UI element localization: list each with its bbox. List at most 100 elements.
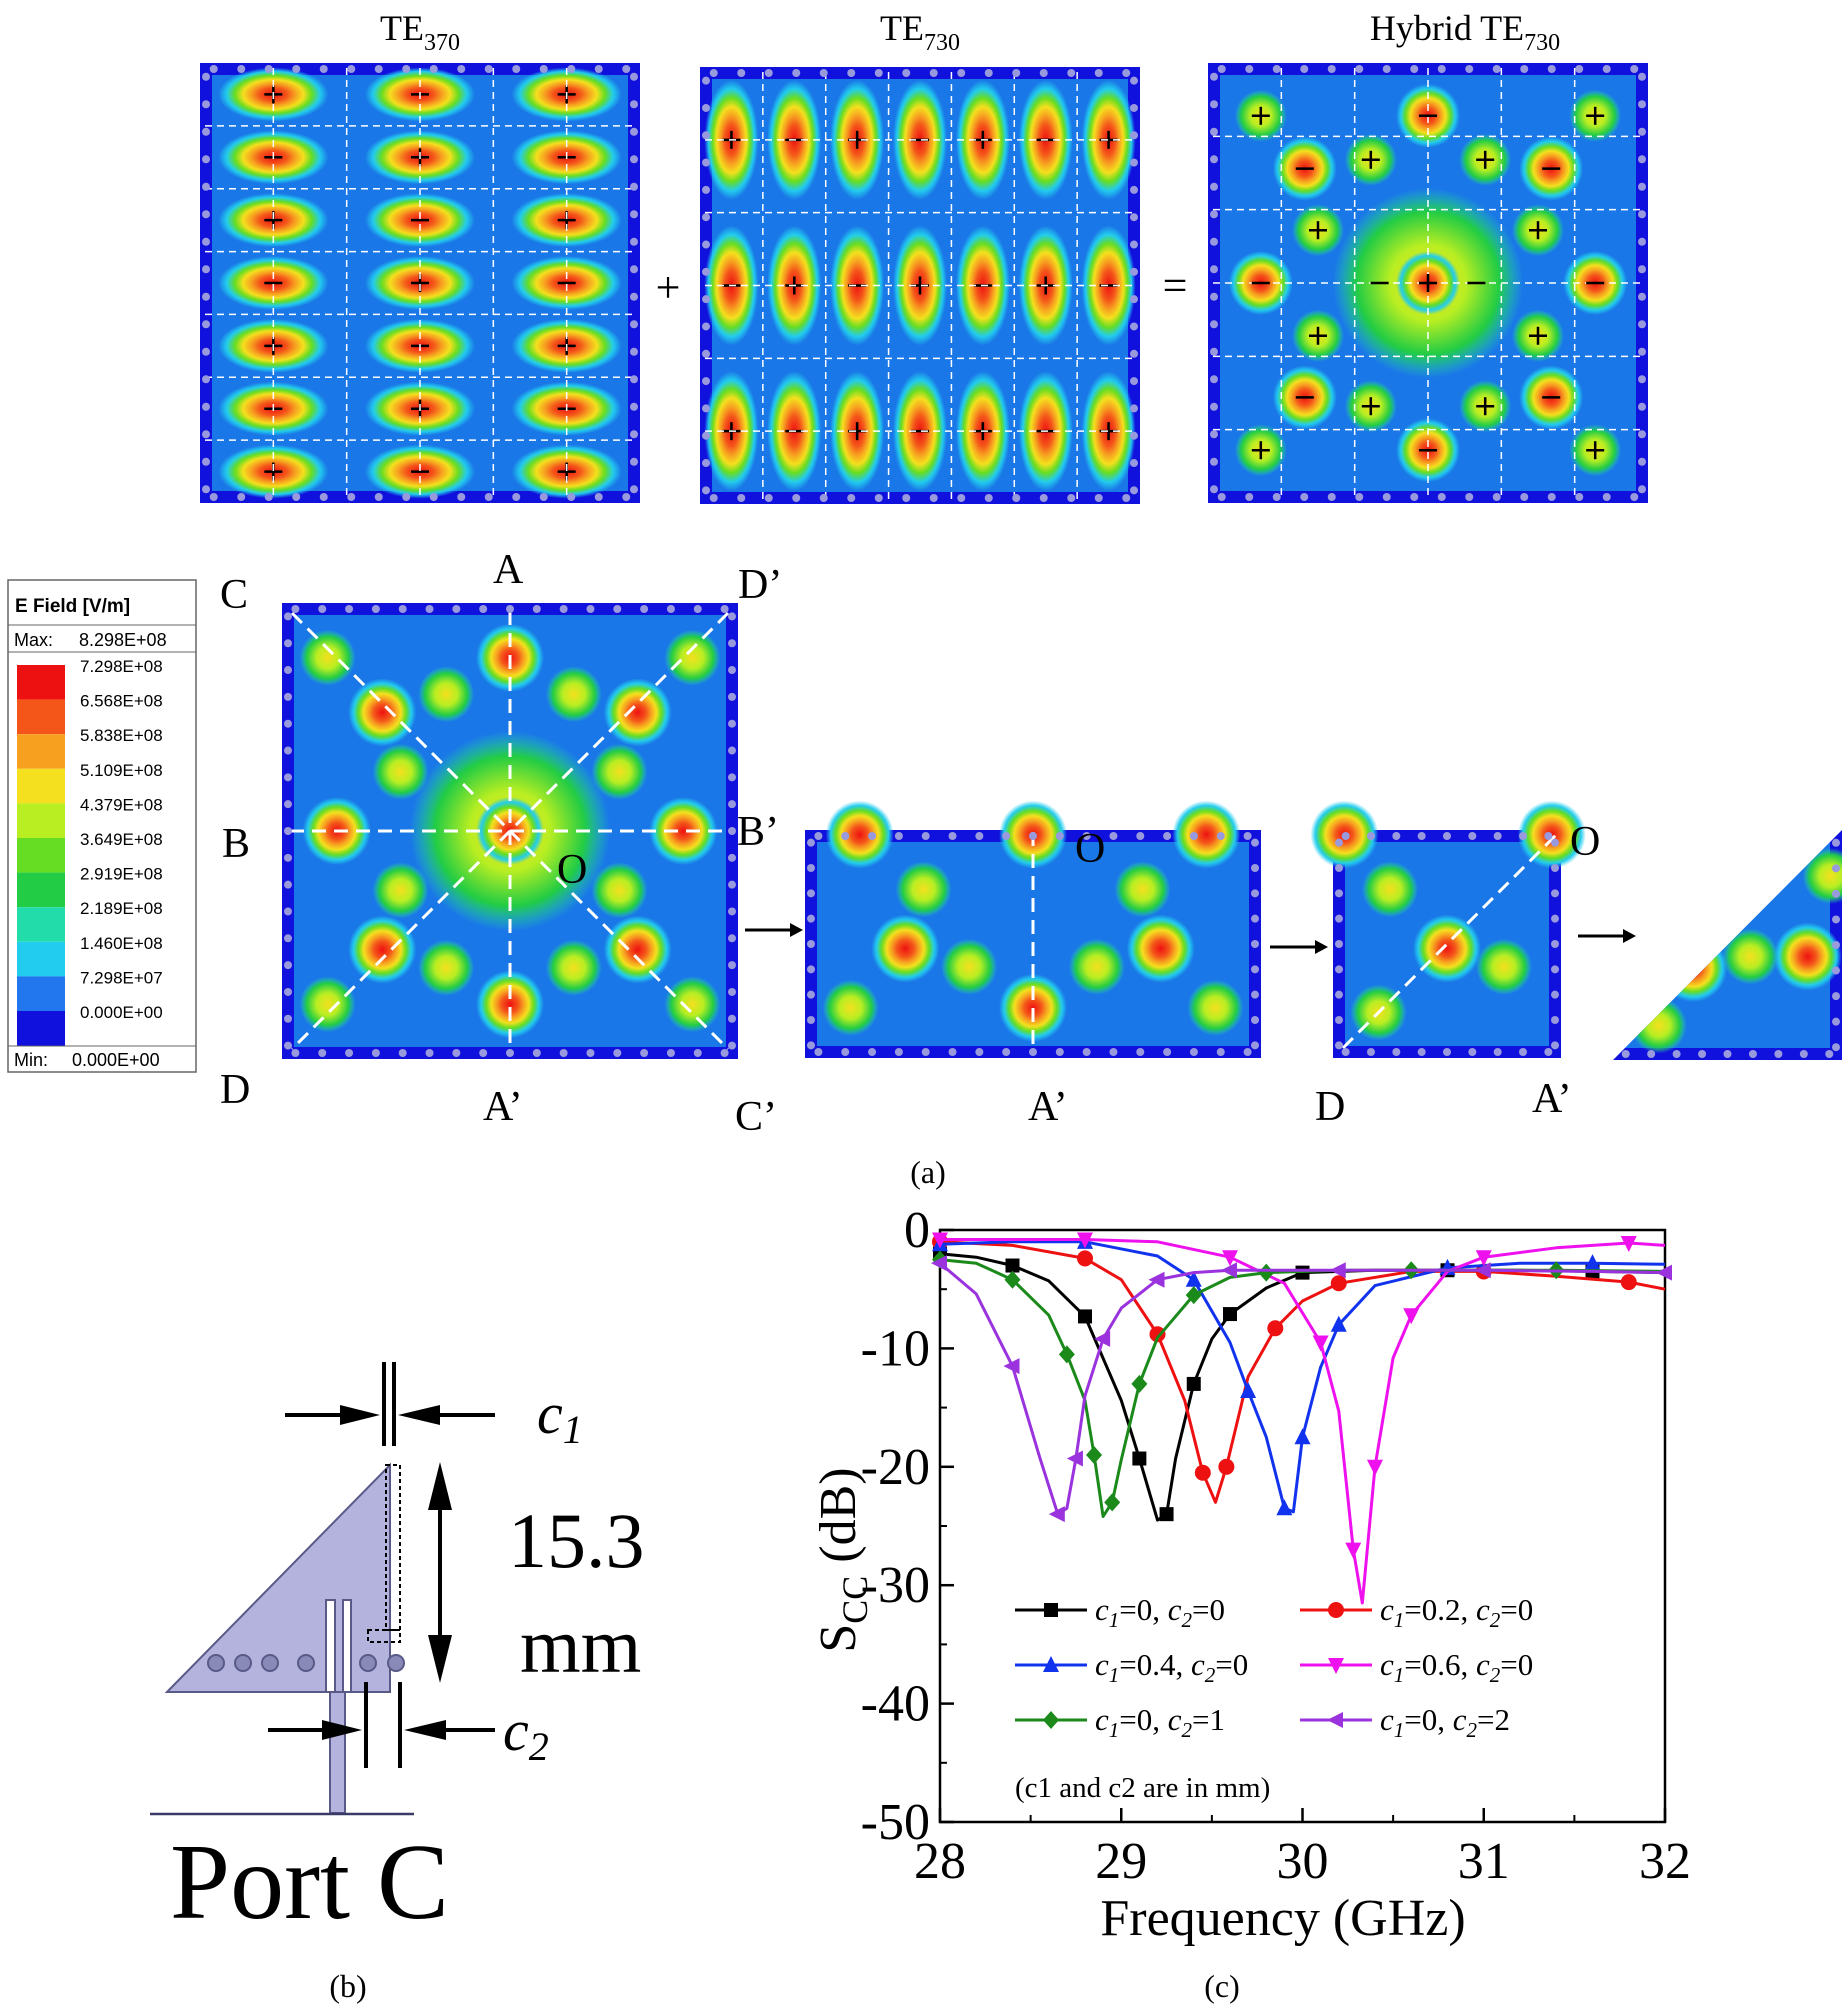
legend-value: 4.379E+08 — [80, 795, 163, 814]
field-hotspot — [1722, 928, 1779, 985]
y-tick-label: -40 — [861, 1676, 930, 1733]
data-point — [1058, 1345, 1075, 1364]
label-O-full: O — [557, 847, 587, 893]
data-point — [1218, 1458, 1235, 1475]
data-point — [1584, 1254, 1601, 1271]
field-hotspot — [1172, 800, 1241, 869]
data-point — [1328, 1602, 1344, 1618]
data-point — [1194, 1464, 1211, 1481]
label-B: B — [222, 821, 250, 867]
plot-frame — [938, 1228, 1667, 1824]
data-point — [1258, 1263, 1275, 1282]
data-point — [1094, 1330, 1111, 1347]
field-hotspot — [1068, 938, 1125, 995]
legend-label: c1=0, c2=2 — [1380, 1702, 1510, 1742]
field-map-half — [805, 800, 1261, 1058]
field-map-full-symmetry — [282, 603, 738, 1059]
data-point — [1186, 1376, 1201, 1391]
field-hotspot — [1362, 861, 1418, 918]
y-tick-label: -50 — [861, 1794, 930, 1851]
field-hotspot — [591, 743, 648, 800]
data-point — [1048, 1506, 1065, 1523]
legend-min-value: 0.000E+00 — [72, 1050, 160, 1070]
legend-max-value: 8.298E+08 — [79, 630, 167, 650]
data-point — [1276, 1499, 1293, 1516]
data-point — [1078, 1309, 1092, 1324]
legend-min-label: Min: — [14, 1050, 48, 1070]
label-C: C — [220, 572, 248, 618]
data-point — [1066, 1450, 1083, 1467]
field-hotspot — [372, 862, 429, 919]
y-tick-label: 0 — [904, 1202, 930, 1259]
legend-swatch — [17, 907, 65, 942]
field-hotspot — [664, 629, 721, 686]
data-point — [1330, 1315, 1347, 1332]
data-point — [1327, 1712, 1343, 1728]
data-point — [1005, 1258, 1020, 1273]
legend-value: 5.838E+08 — [80, 726, 163, 745]
legend-swatch — [17, 941, 65, 977]
legend-value: 7.298E+07 — [80, 968, 163, 987]
series-line — [939, 1262, 1666, 1516]
data-point — [1620, 1274, 1637, 1291]
title-te370: TE370 — [380, 8, 460, 56]
field-hotspot — [603, 915, 672, 984]
data-point — [1104, 1493, 1121, 1512]
data-point — [931, 1255, 947, 1272]
label-O-half: O — [1075, 826, 1105, 872]
field-hotspot — [372, 743, 429, 800]
data-point — [1148, 1271, 1165, 1288]
equals-operator: = — [1163, 261, 1188, 310]
label-D-prime: D’ — [738, 562, 782, 608]
legend-max-label: Max: — [14, 630, 53, 650]
data-point — [1077, 1250, 1093, 1267]
data-point — [1329, 1262, 1346, 1279]
data-point — [1043, 1711, 1059, 1729]
field-hotspot — [1476, 938, 1532, 995]
field-hotspot — [822, 979, 879, 1036]
s-cc-chart: 28 29 30 31 32 0 -10 -20 -30 -40 -50 c1=0, c2=0 c1=… — [810, 1202, 1691, 1947]
field-hotspot — [418, 939, 475, 996]
series-5 — [931, 1255, 1672, 1523]
legend-value: 6.568E+08 — [80, 692, 163, 711]
y-tick-label: -10 — [861, 1320, 930, 1377]
c2-label: c2 — [503, 1698, 549, 1769]
data-point — [1043, 1656, 1059, 1672]
legend-label: c1=0.6, c2=0 — [1380, 1647, 1533, 1687]
data-point — [1294, 1428, 1311, 1445]
field-hotspot — [871, 914, 940, 983]
legend-label: c1=0, c2=0 — [1095, 1592, 1225, 1632]
field-hotspot — [999, 973, 1067, 1042]
field-map-te730 — [700, 67, 1140, 504]
data-point — [1003, 1358, 1020, 1375]
panel-label-a: (a) — [910, 1154, 946, 1190]
field-hotspot — [545, 939, 602, 996]
legend-value: 7.298E+08 — [80, 657, 163, 676]
legend-value: 2.919E+08 — [80, 865, 163, 884]
field-hotspot — [591, 862, 648, 919]
data-point — [1185, 1270, 1202, 1287]
data-point — [1240, 1382, 1257, 1399]
x-tick-label: 31 — [1458, 1833, 1510, 1890]
data-point — [1131, 1374, 1148, 1393]
color-legend: E Field [V/m] Max: 8.298E+08 7.298E+08 6.… — [7, 579, 197, 1073]
legend-title: E Field [V/m] — [15, 596, 130, 617]
legend-swatch — [17, 699, 65, 735]
symmetry-line — [1341, 832, 1559, 1050]
data-point — [1474, 1262, 1491, 1279]
field-hotspot — [941, 938, 998, 995]
arrow-2-icon — [1270, 940, 1328, 954]
data-point — [1312, 1335, 1329, 1352]
field-hotspot — [895, 861, 952, 918]
legend-swatch — [17, 976, 65, 1011]
data-point — [1159, 1507, 1174, 1522]
legend-label: c1=0.4, c2=0 — [1095, 1647, 1248, 1687]
field-hotspot — [1659, 934, 1728, 1002]
y-tick-label: -30 — [861, 1557, 930, 1614]
length-unit: mm — [520, 1602, 641, 1689]
length-value: 15.3 — [508, 1497, 645, 1584]
legend-swatch — [17, 803, 65, 838]
title-te730: TE730 — [880, 8, 960, 56]
x-tick-label: 30 — [1277, 1833, 1329, 1890]
y-tick-label: -20 — [861, 1439, 930, 1496]
